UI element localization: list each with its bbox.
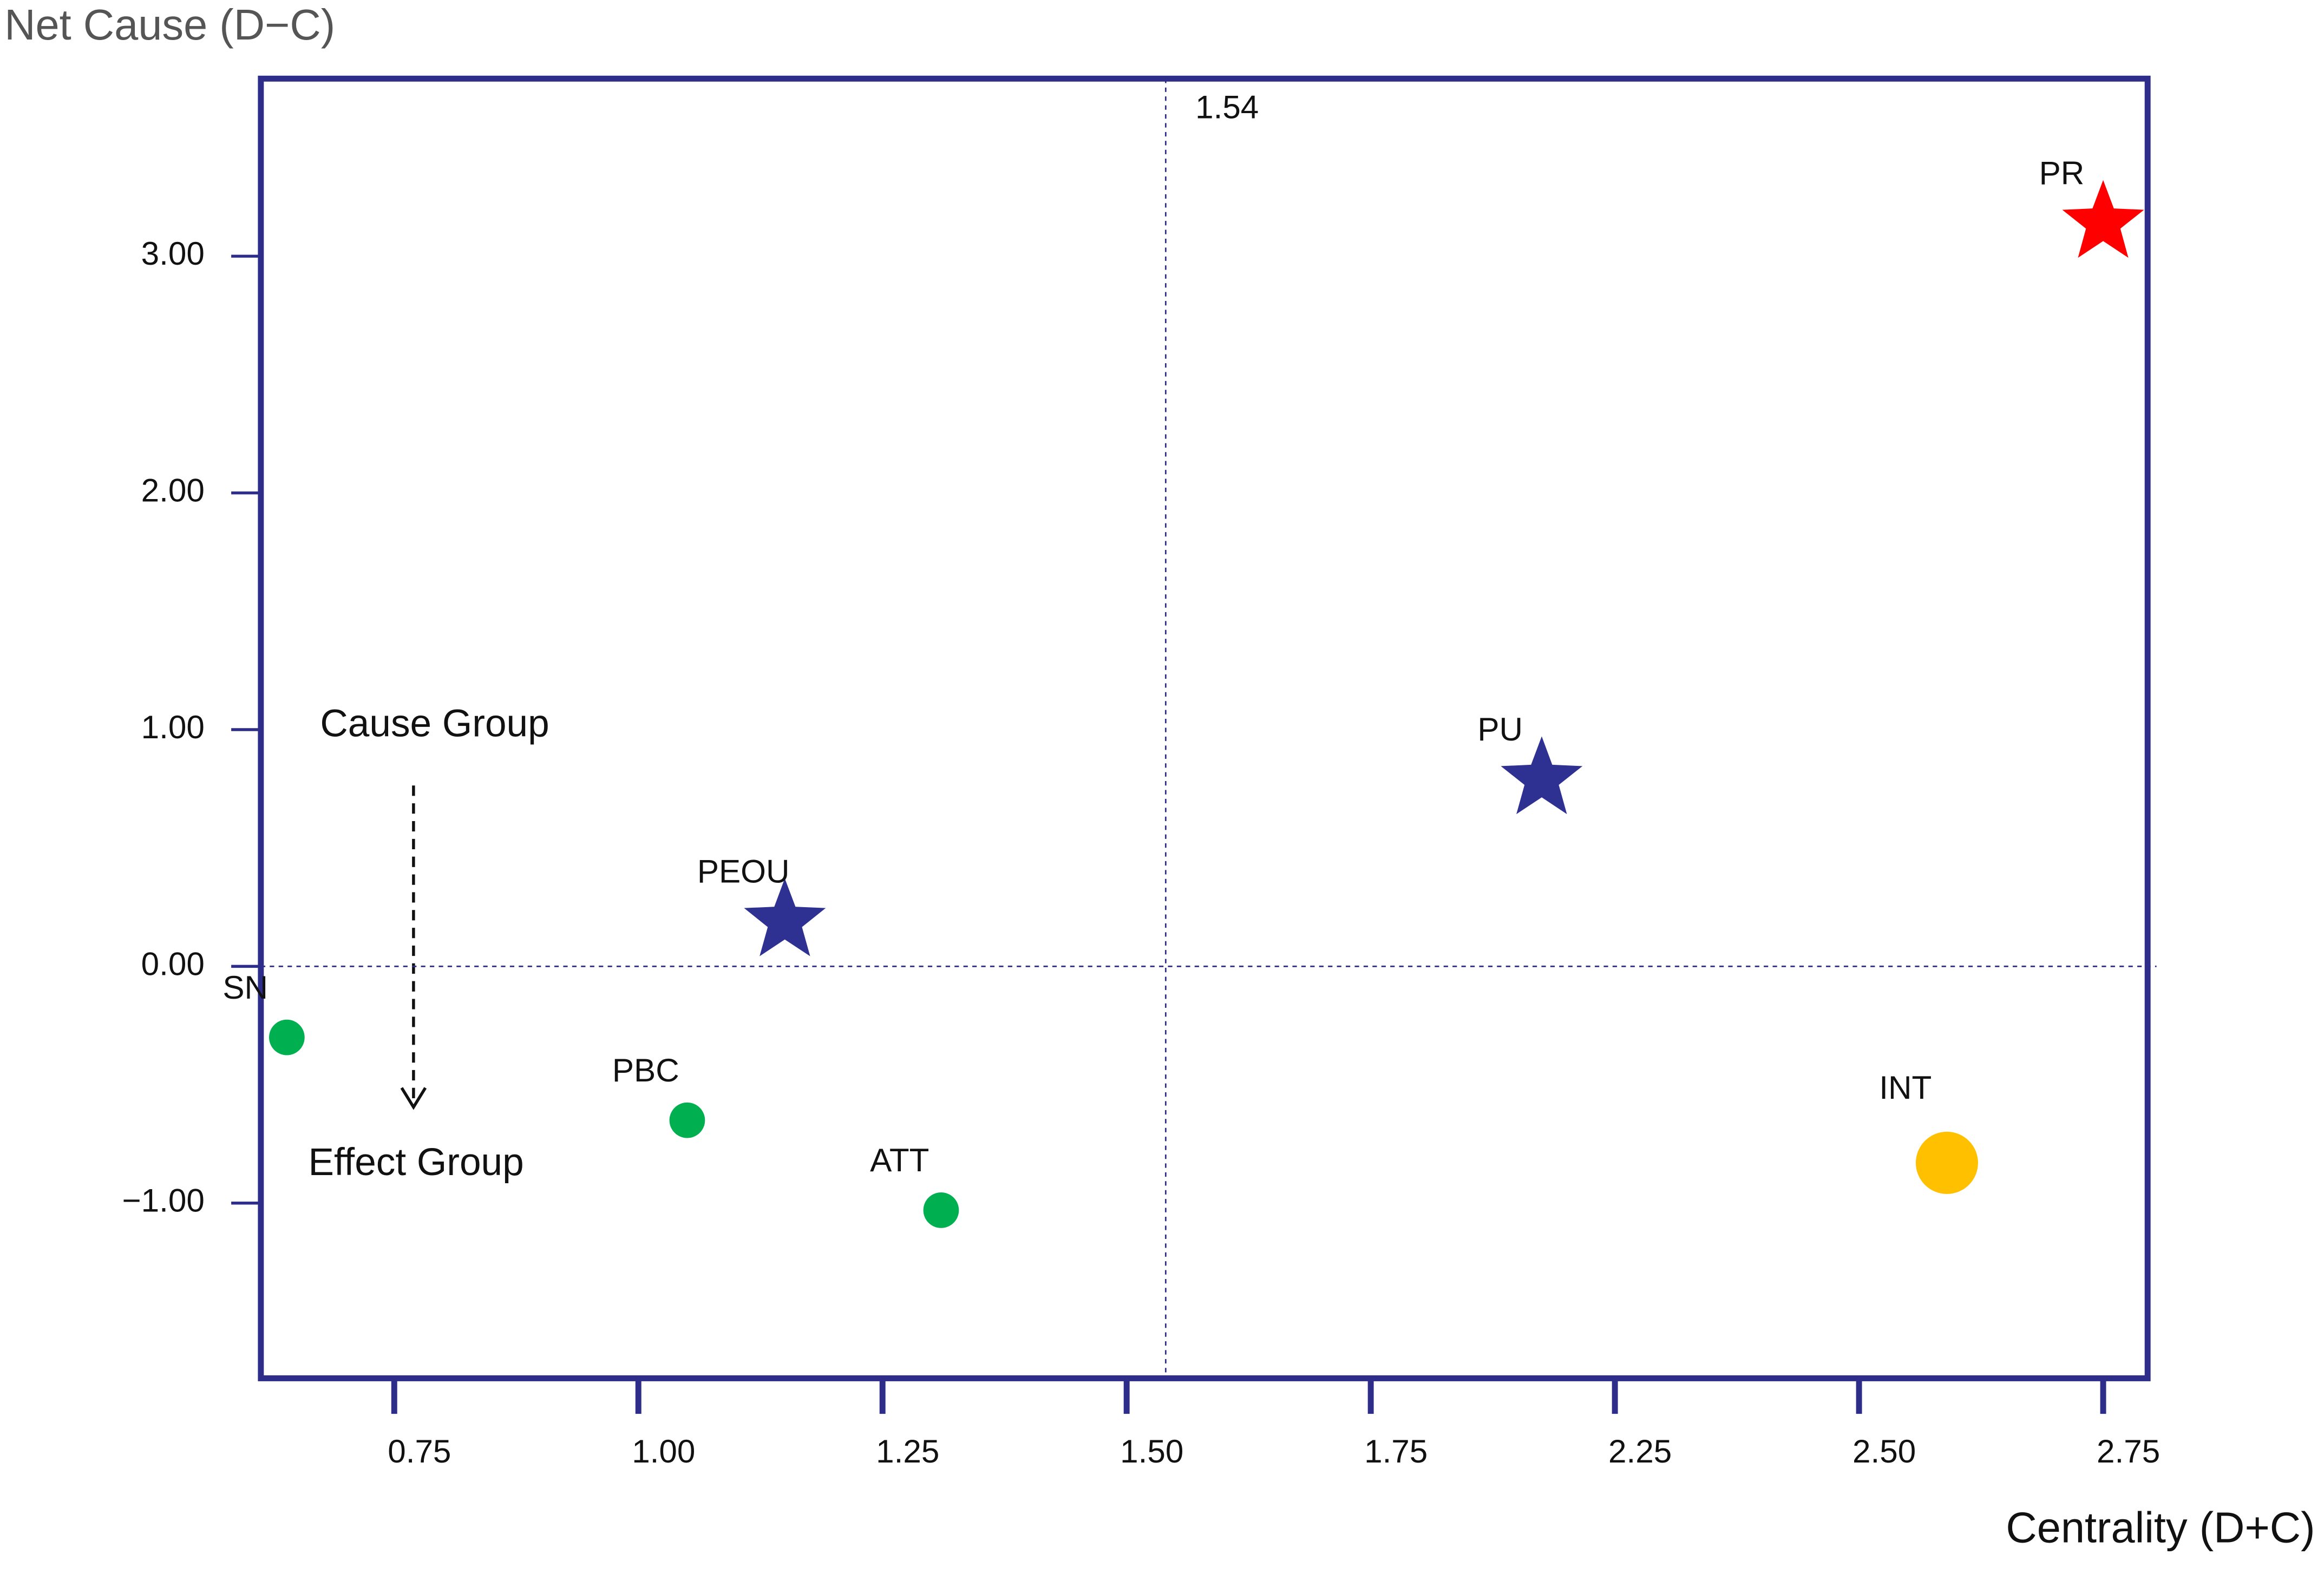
arrow-head (400, 1087, 427, 1110)
point-label: ATT (870, 1142, 929, 1178)
y-tick-label: 2.00 (141, 472, 205, 509)
point-label: PU (1477, 711, 1523, 747)
point-label: SN (222, 969, 268, 1006)
annotation: Cause Group (320, 703, 549, 745)
x-tick-label: 1.75 (1364, 1433, 1428, 1470)
y-tick-label: 1.00 (141, 709, 205, 745)
x-tick-label: 1.25 (876, 1433, 939, 1470)
point (669, 1102, 705, 1138)
y-tick-label: 3.00 (141, 235, 205, 272)
point (269, 1019, 305, 1055)
x-tick-label: 2.50 (1852, 1433, 1916, 1470)
x-tick-label: 1.50 (1120, 1433, 1183, 1470)
point-label: PR (2039, 154, 2085, 191)
y-tick-label: −1.00 (122, 1182, 204, 1219)
point (1501, 736, 1583, 815)
point-label: PEOU (697, 853, 790, 890)
point (1915, 1131, 1978, 1194)
x-axis-label: Centrality (D+C) (2006, 1503, 2315, 1551)
x-tick-label: 2.75 (2097, 1433, 2160, 1470)
reference-label: 1.54 (1195, 89, 1259, 126)
point-label: PBC (612, 1052, 679, 1088)
x-tick-label: 2.25 (1608, 1433, 1672, 1470)
point (744, 878, 826, 956)
x-tick-label: 1.00 (632, 1433, 695, 1470)
point-label: INT (1879, 1069, 1932, 1106)
y-tick-label: 0.00 (141, 945, 205, 982)
point (923, 1192, 959, 1228)
y-axis-label: Net Cause (D−C) (4, 1, 335, 49)
x-tick-label: 0.75 (388, 1433, 451, 1470)
annotation: Effect Group (308, 1141, 523, 1184)
point (2062, 180, 2144, 258)
